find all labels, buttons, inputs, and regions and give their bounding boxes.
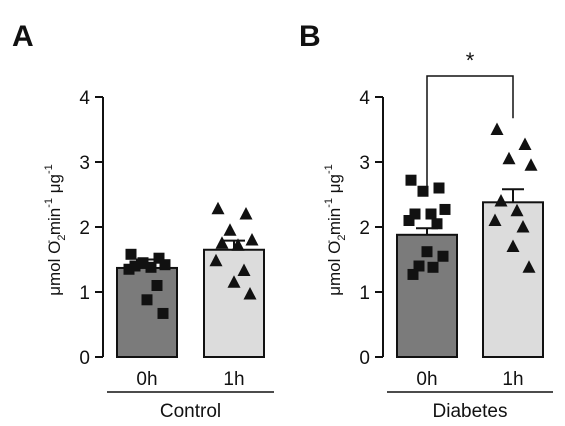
data-point-square [403,215,415,226]
y-tick-label: 3 [79,153,90,174]
data-point-square [431,218,443,230]
data-point-triangle [506,239,520,252]
data-point-triangle [231,238,245,251]
group-label: Diabetes [433,401,508,422]
y-tick-label: 2 [79,218,90,239]
data-point-triangle [227,275,241,288]
data-point-triangle [243,286,257,300]
data-point-square [125,248,137,260]
y-tick-label: 0 [359,348,370,369]
y-tick-label: 3 [359,153,370,174]
data-point-square [129,260,141,272]
data-point-square [159,259,171,271]
data-point-triangle [211,201,225,215]
data-point-square [413,260,425,272]
x-tick-label: 0h [136,369,157,390]
data-point-square [421,246,433,258]
y-tick-label: 1 [79,283,90,304]
data-point-square [439,203,451,215]
bar-1h [203,248,265,358]
x-tick-label: 1h [502,369,523,390]
data-point-triangle [237,263,251,277]
y-tick-label: 4 [359,88,370,109]
data-point-triangle [524,158,538,171]
data-point-square [123,263,135,275]
data-point-square [409,208,421,220]
data-point-triangle [488,213,502,226]
data-point-triangle [215,236,229,249]
group-label: Control [160,401,221,422]
data-point-square [433,182,445,194]
data-point-square [427,261,439,273]
data-point-square [157,307,169,319]
y-tick-label: 1 [359,283,370,304]
data-point-square [151,280,163,291]
data-point-triangle [502,151,516,165]
data-point-square [425,208,437,220]
data-point-triangle [518,137,532,150]
significance-marker: * [466,48,475,73]
data-point-square [137,257,149,269]
panel-a-letter: A [12,20,34,53]
y-tick-label: 0 [79,348,90,369]
y-tick-label: 2 [359,218,370,239]
data-point-triangle [209,253,223,267]
y-axis-label: μmol O2- min-1 μg-1 [323,164,348,296]
panel-b-chart: 0 1 2 3 4 μmol O2- min-1 μg-1 0h 1h Diabetes * [323,48,553,422]
data-point-triangle [510,203,524,217]
bar-1h [482,201,544,358]
data-point-triangle [494,194,508,207]
data-point-square [141,294,153,306]
data-point-square [405,174,417,186]
data-point-triangle [490,122,504,135]
data-point-triangle [223,223,237,236]
panel-b-letter: B [299,20,321,53]
data-point-square [437,250,449,262]
y-tick-label: 4 [79,88,90,109]
data-point-square [417,185,429,197]
x-tick-label: 1h [223,369,244,390]
data-point-triangle [245,233,259,246]
y-axis-label: μmol O2- min-1 μg-1 [43,164,68,296]
significance-bracket [426,75,514,193]
data-point-triangle [239,207,253,220]
data-point-triangle [522,260,536,273]
data-point-square [145,261,157,273]
data-point-triangle [516,220,530,233]
data-point-square [407,268,419,280]
x-tick-label: 0h [416,369,437,390]
data-point-square [153,252,165,264]
